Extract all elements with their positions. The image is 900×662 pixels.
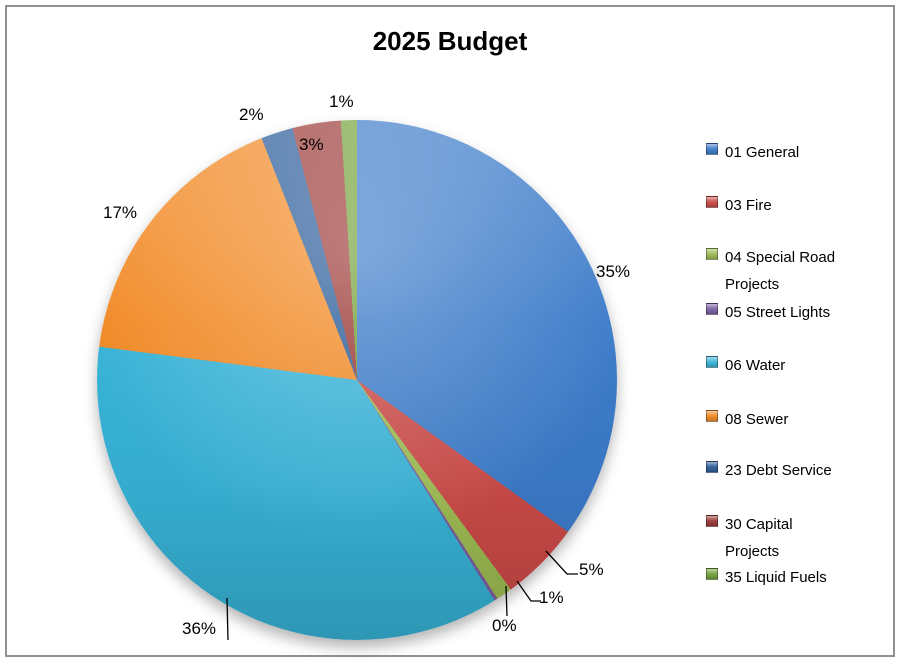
legend-item-debt-service[interactable]: 23 Debt Service [706, 457, 832, 484]
slice-label-water: 36% [182, 619, 217, 638]
legend-item-sewer[interactable]: 08 Sewer [706, 406, 788, 433]
slice-label-special-road: 1% [539, 588, 564, 607]
legend-marker-special-road [706, 248, 718, 260]
chart-title: 2025 Budget [372, 26, 528, 56]
legend-marker-sewer [706, 410, 718, 422]
legend-marker-water [706, 356, 718, 368]
legend-label: 04 Special Road Projects [725, 249, 836, 293]
legend-label: 08 Sewer [725, 411, 789, 428]
slice-label-capital-projects: 3% [299, 135, 324, 154]
slice-label-fire: 5% [579, 560, 604, 579]
legend-label: 05 Street Lights [725, 304, 831, 321]
legend-item-general[interactable]: 01 General [706, 139, 799, 166]
slice-label-general: 35% [596, 262, 631, 281]
slice-label-liquid-fuels: 1% [329, 92, 354, 111]
legend-item-street-lights[interactable]: 05 Street Lights [706, 299, 830, 326]
slice-label-sewer: 17% [103, 203, 138, 222]
legend-marker-fire [706, 196, 718, 208]
slice-label-street-lights: 0% [492, 616, 517, 635]
legend-marker-liquid-fuels [706, 568, 718, 580]
legend-item-water[interactable]: 06 Water [706, 352, 785, 379]
legend-marker-debt-service [706, 461, 718, 473]
legend-item-fire[interactable]: 03 Fire [706, 192, 772, 219]
legend-label: 35 Liquid Fuels [725, 569, 827, 586]
legend-label: 23 Debt Service [725, 462, 832, 479]
pie[interactable] [97, 120, 617, 640]
legend-label: 30 Capital Projects [725, 516, 793, 560]
legend-label: 03 Fire [725, 197, 772, 214]
legend-marker-capital-projects [706, 515, 718, 527]
legend-marker-general [706, 143, 718, 155]
slice-label-debt-service: 2% [239, 105, 264, 124]
legend-label: 01 General [725, 144, 800, 161]
legend-item-liquid-fuels[interactable]: 35 Liquid Fuels [706, 564, 827, 591]
legend-label: 06 Water [725, 357, 786, 374]
legend-item-capital-projects[interactable]: 30 Capital Projects [706, 511, 793, 565]
legend-marker-street-lights [706, 303, 718, 315]
legend-item-special-road[interactable]: 04 Special Road Projects [706, 244, 835, 298]
